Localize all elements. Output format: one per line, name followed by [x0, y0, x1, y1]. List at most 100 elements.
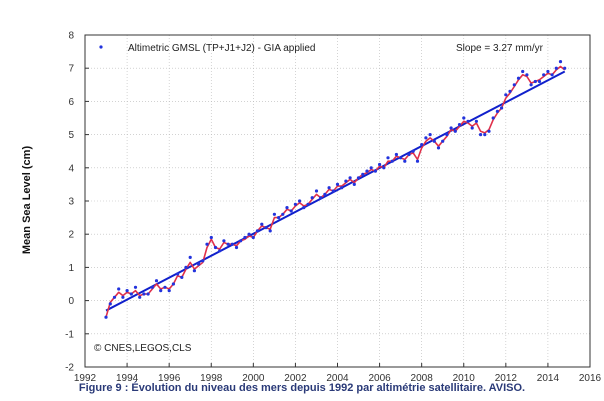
- x-tick-label: 2010: [453, 373, 476, 382]
- data-point: [382, 166, 386, 170]
- data-point: [281, 212, 285, 216]
- data-point: [121, 295, 125, 299]
- data-point: [209, 235, 213, 240]
- data-point: [521, 69, 525, 74]
- data-point: [474, 119, 478, 123]
- data-point: [277, 216, 281, 220]
- data-point: [234, 245, 239, 250]
- y-tick-label: 0: [68, 296, 74, 307]
- data-point: [352, 182, 356, 186]
- data-point: [394, 152, 398, 157]
- data-point: [415, 159, 420, 163]
- y-axis-label: Mean Sea Level (cm): [21, 146, 33, 255]
- y-tick-label: 2: [68, 230, 74, 241]
- data-point: [537, 79, 542, 84]
- y-tick-labels: -2 -1 0 1 2 3 4 5 6 7 8: [65, 31, 74, 374]
- legend-marker-icon: [99, 45, 103, 49]
- data-point: [335, 182, 340, 186]
- data-point: [247, 232, 251, 236]
- data-point: [361, 172, 365, 176]
- data-point: [491, 116, 495, 120]
- data-point: [508, 89, 512, 93]
- data-point: [293, 202, 297, 206]
- x-tick-labels: 1992 1994 1996 1998 2000 2002 2004 2006 2008 2010…: [74, 373, 602, 382]
- x-tick-label: 2006: [368, 373, 391, 382]
- x-tick-label: 2008: [411, 373, 434, 382]
- y-tick-label: -1: [65, 329, 74, 340]
- data-point: [420, 143, 424, 147]
- x-tick-label: 1998: [200, 373, 223, 382]
- data-point: [356, 176, 361, 180]
- data-point: [500, 106, 504, 110]
- data-point: [167, 289, 171, 293]
- data-point: [428, 133, 432, 137]
- y-tick-label: 6: [68, 97, 74, 108]
- plot-frame: [84, 34, 591, 368]
- data-point: [285, 206, 289, 210]
- data-point: [424, 136, 428, 140]
- data-point: [512, 83, 516, 87]
- data-point: [466, 119, 470, 123]
- y-tick-label: 8: [68, 31, 74, 42]
- y-tick-label: 5: [68, 130, 74, 141]
- data-points: [104, 60, 567, 319]
- data-point: [133, 285, 138, 289]
- x-tick-label: 2000: [242, 373, 265, 382]
- data-point: [487, 129, 491, 133]
- data-point: [390, 159, 394, 163]
- data-point: [150, 285, 154, 289]
- data-point: [239, 239, 243, 243]
- data-point: [344, 179, 348, 183]
- data-point: [302, 206, 306, 210]
- data-point: [268, 229, 272, 233]
- sea-level-chart: 1992 1994 1996 1998 2000 2002 2004 2006 2008 2010…: [21, 31, 602, 383]
- data-point: [479, 133, 483, 137]
- data-point: [554, 66, 558, 70]
- data-point: [310, 196, 314, 200]
- y-tick-label: 1: [68, 263, 74, 274]
- data-point: [462, 116, 466, 120]
- data-point: [243, 235, 247, 240]
- data-point: [218, 249, 222, 253]
- data-point: [457, 123, 462, 127]
- data-point: [369, 166, 373, 170]
- data-point: [180, 275, 184, 279]
- data-point: [453, 129, 457, 133]
- x-tick-label: 1994: [116, 373, 139, 382]
- data-point: [230, 242, 234, 246]
- data-point: [112, 295, 117, 299]
- data-point: [163, 285, 167, 289]
- data-point: [125, 289, 129, 293]
- data-point: [327, 186, 331, 190]
- data-point: [323, 192, 327, 196]
- data-point: [373, 169, 377, 173]
- data-point: [449, 126, 453, 130]
- data-point: [340, 186, 344, 190]
- data-point: [407, 152, 411, 157]
- data-point: [378, 162, 382, 167]
- data-point: [138, 295, 142, 299]
- data-point: [129, 292, 133, 296]
- data-point: [205, 242, 209, 246]
- data-point: [546, 69, 550, 74]
- data-point: [436, 146, 441, 150]
- x-tick-label: 2002: [284, 373, 307, 382]
- data-point: [171, 282, 175, 286]
- data-point: [264, 226, 268, 230]
- data-point: [272, 212, 276, 216]
- legend-label: Altimetric GMSL (TP+J1+J2) - GIA applied: [128, 43, 315, 54]
- data-point: [331, 189, 335, 193]
- y-tick-label: 3: [68, 197, 74, 208]
- data-point: [306, 202, 310, 206]
- data-point: [399, 156, 403, 160]
- trend-line-group: [105, 70, 566, 312]
- data-point: [192, 269, 196, 273]
- data-point: [289, 209, 293, 213]
- data-point: [386, 156, 390, 160]
- data-point: [319, 196, 323, 200]
- x-tick-label: 2014: [537, 373, 560, 382]
- x-tick-label: 2012: [495, 373, 518, 382]
- data-point: [445, 133, 449, 137]
- data-point: [563, 66, 567, 70]
- data-point: [441, 139, 445, 143]
